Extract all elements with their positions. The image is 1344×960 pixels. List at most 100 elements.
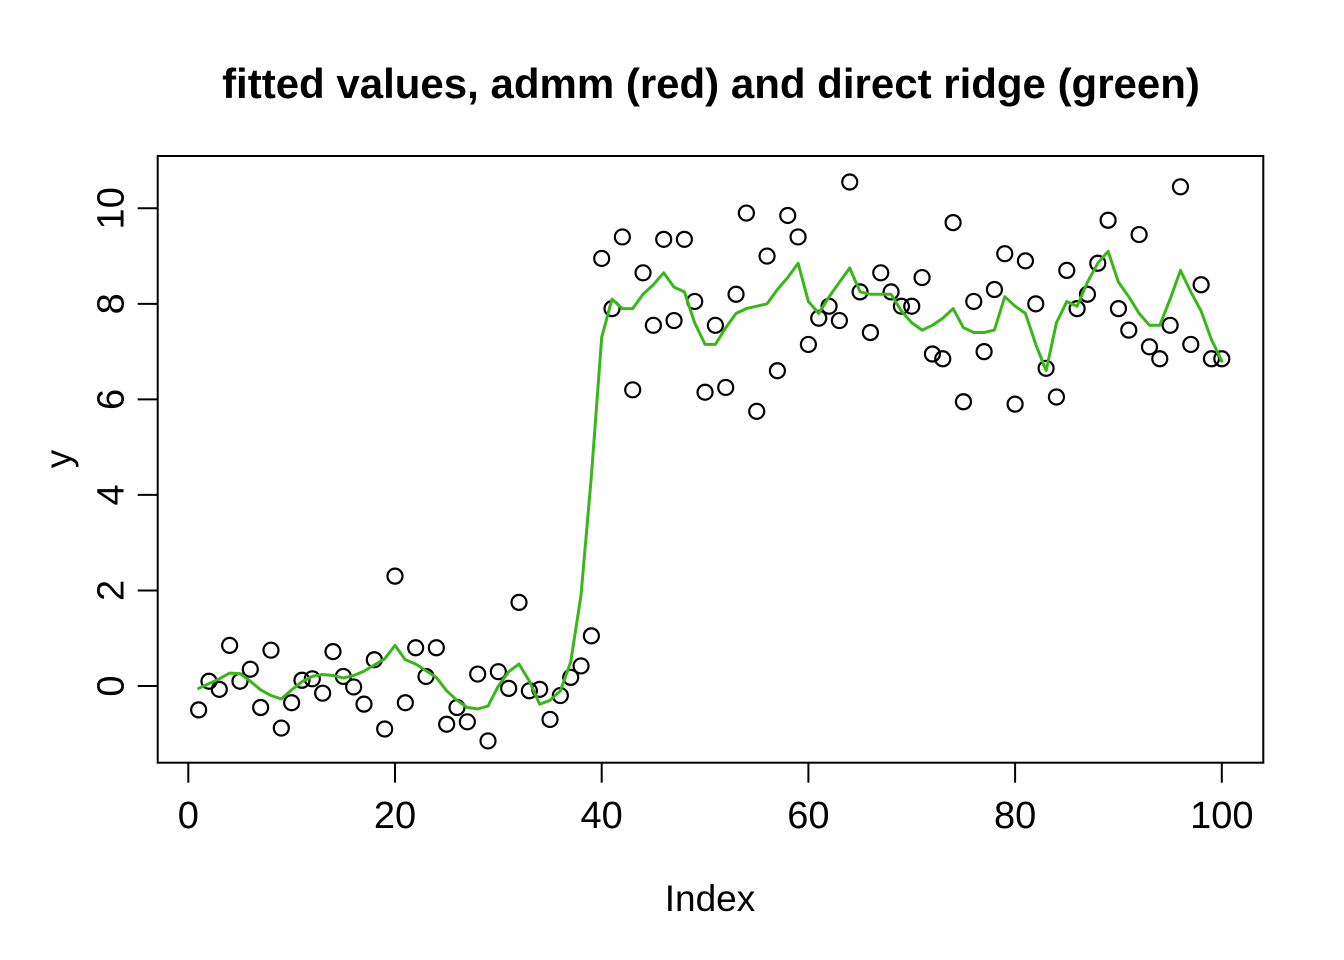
scatter-point — [1120, 321, 1138, 339]
scatter-point — [541, 710, 559, 729]
scatter-point — [1058, 261, 1076, 280]
y-tick-label: 0 — [90, 675, 132, 696]
scatter-point — [1068, 300, 1086, 318]
scatter-point — [975, 343, 993, 361]
scatter-point — [438, 715, 456, 733]
scatter-point — [1151, 350, 1169, 368]
scatter-point — [789, 228, 807, 246]
x-tick-label: 100 — [1190, 795, 1253, 837]
scatter-point — [944, 214, 962, 232]
scatter-point — [469, 665, 487, 683]
scatter-point — [706, 316, 724, 334]
scatter-point — [1099, 211, 1117, 229]
scatter-point — [1202, 350, 1221, 368]
scatter-point — [1130, 225, 1148, 244]
scatter-point — [500, 679, 518, 697]
x-axis-title: Index — [665, 878, 756, 919]
scatter-point — [1140, 338, 1159, 356]
scatter-point — [985, 280, 1004, 299]
scatter-point — [655, 230, 673, 248]
scatter-point — [376, 720, 394, 738]
scatter-point — [841, 173, 859, 191]
scatter-point — [1037, 359, 1055, 377]
x-axis: 0 20 40 60 80 100 — [178, 762, 1254, 837]
scatter-point — [758, 247, 776, 265]
scatter-point — [996, 245, 1014, 263]
y-tick-label: 8 — [90, 293, 132, 314]
scatter-point — [779, 206, 797, 225]
y-tick-label: 6 — [90, 389, 132, 410]
scatter-point — [903, 297, 921, 315]
scatter-point — [272, 719, 290, 737]
chart-title: fitted values, admm (red) and direct rid… — [222, 60, 1200, 107]
scatter-point — [355, 695, 373, 713]
scatter-point — [593, 249, 611, 268]
scatter-point — [1109, 300, 1128, 318]
scatter-point — [427, 639, 445, 657]
scatter-point — [644, 316, 662, 334]
scatter-point — [923, 345, 942, 363]
y-tick-label: 2 — [90, 580, 132, 601]
scatter-point — [934, 350, 952, 368]
scatter-point — [489, 663, 507, 681]
scatter-point — [572, 657, 590, 675]
scatter-point — [262, 641, 280, 659]
scatter-point — [892, 297, 911, 315]
ridge-line-path — [197, 249, 1224, 711]
scatter-point — [665, 311, 683, 330]
scatter-point — [634, 264, 652, 282]
scatter-point — [882, 283, 900, 301]
scatter-point — [1006, 395, 1024, 413]
y-tick-label: 4 — [90, 484, 132, 505]
scatter-point — [737, 204, 755, 222]
scatter-point — [293, 671, 311, 689]
scatter-point — [1078, 285, 1097, 303]
scatter-point — [830, 311, 849, 330]
x-tick-label: 60 — [787, 795, 829, 837]
scatter-point — [799, 335, 818, 354]
y-axis: 0 2 4 6 8 10 — [90, 187, 158, 697]
scatter-point — [582, 627, 600, 645]
scatter-point — [190, 701, 208, 719]
scatter-point — [861, 323, 880, 342]
scatter-point — [210, 680, 228, 698]
scatter-point — [1016, 252, 1035, 270]
scatter-point — [396, 694, 414, 712]
scatter-point — [1027, 295, 1045, 313]
scatter-point — [1182, 335, 1200, 354]
scatter-point — [1192, 276, 1210, 294]
y-tick-label: 10 — [90, 187, 132, 229]
scatter-point — [624, 381, 642, 399]
plot-box — [156, 155, 1265, 764]
x-tick-label: 80 — [994, 795, 1036, 837]
scatter-point — [1213, 350, 1231, 368]
scatter-point — [407, 639, 425, 657]
scatter-point — [954, 393, 973, 411]
x-tick-label: 40 — [581, 795, 623, 837]
scatter-point — [241, 660, 259, 678]
scatter-points — [190, 173, 1231, 750]
scatter-point — [1171, 178, 1190, 196]
scatter-point — [748, 402, 766, 420]
scatter-point — [1089, 254, 1107, 272]
scatter-point — [386, 567, 404, 585]
x-tick-label: 20 — [374, 795, 416, 837]
scatter-point — [314, 684, 332, 702]
scatter-point — [252, 698, 270, 717]
fitted-ridge-line — [197, 249, 1224, 711]
scatter-point — [283, 694, 301, 712]
scatter-point — [458, 713, 476, 731]
scatter-point — [872, 264, 890, 282]
scatter-point — [1047, 388, 1066, 406]
scatter-point — [675, 230, 693, 248]
x-tick-label: 0 — [178, 795, 199, 837]
y-axis-title: y — [38, 449, 79, 468]
scatter-point — [510, 593, 528, 612]
scatter-point — [717, 378, 735, 397]
scatter-point — [221, 636, 239, 654]
scatter-point — [345, 678, 363, 696]
scatter-point — [851, 283, 869, 301]
scatter-point — [965, 292, 983, 311]
